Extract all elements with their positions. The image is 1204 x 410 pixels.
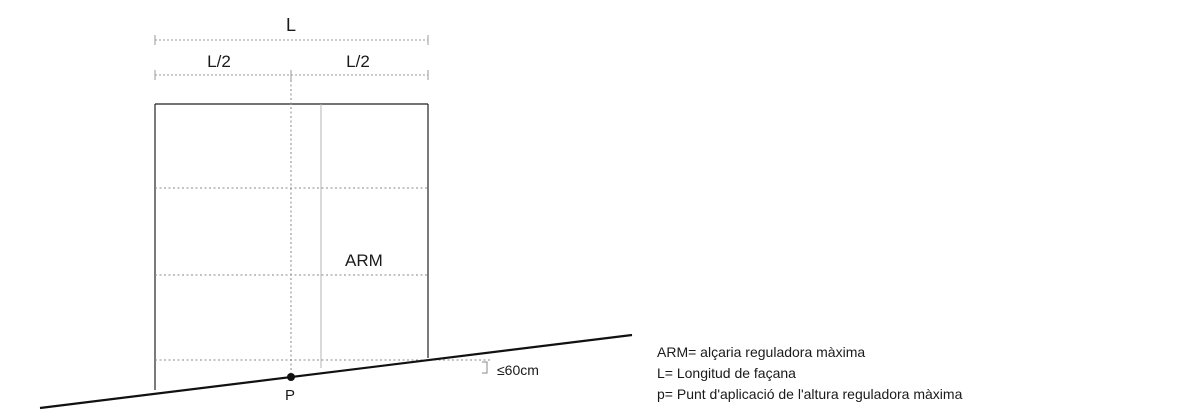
label-arm: ARM xyxy=(345,251,383,270)
application-point xyxy=(287,373,295,381)
ground-line xyxy=(39,333,633,410)
label-length-half-left: L/2 xyxy=(207,52,231,71)
label-point: P xyxy=(285,387,295,404)
dimension-total-length: L xyxy=(154,15,429,45)
floor-grid xyxy=(155,187,490,361)
legend-item-arm: ARM= alçaria reguladora màxima xyxy=(657,344,865,360)
label-length-total: L xyxy=(286,15,296,35)
legend-item-point: p= Punt d'aplicació de l'altura regulado… xyxy=(657,386,963,402)
label-length-half-right: L/2 xyxy=(346,52,370,71)
center-axis xyxy=(290,80,322,376)
label-tolerance: ≤60cm xyxy=(497,362,539,378)
legend-item-length: L= Longitud de façana xyxy=(657,365,796,381)
legend: ARM= alçaria reguladora màxima L= Longit… xyxy=(657,344,963,402)
tolerance-bracket: ≤60cm xyxy=(482,361,539,378)
dimension-half-lengths: L/2 L/2 xyxy=(154,52,429,80)
